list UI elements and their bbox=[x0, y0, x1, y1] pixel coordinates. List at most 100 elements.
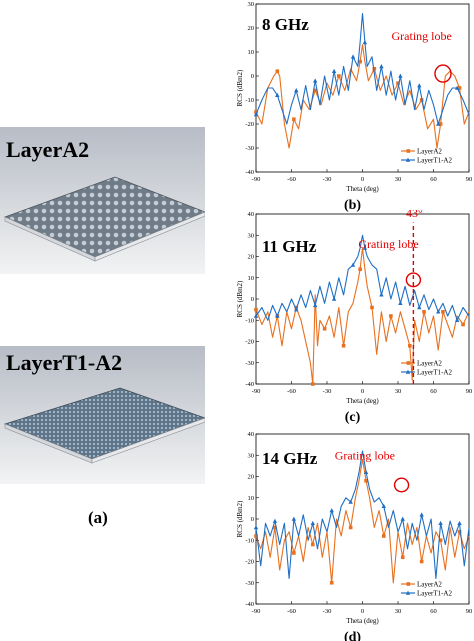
chart2-point-layert1-a2 bbox=[329, 508, 334, 513]
chart0-legend-marker bbox=[405, 157, 411, 162]
chart2-xtick-label: 30 bbox=[395, 608, 402, 615]
chart2-point-layera2 bbox=[382, 534, 386, 538]
chart0-xtick-label: -90 bbox=[252, 176, 261, 183]
chart0-legend-label: LayerA2 bbox=[417, 148, 442, 156]
chart0-y-axis-label: RCS (dBm2) bbox=[236, 69, 244, 106]
chart0-point-layera2 bbox=[254, 110, 258, 114]
chart0-point-layert1-a2 bbox=[454, 85, 460, 90]
chart2-point-layert1-a2 bbox=[438, 520, 443, 526]
chart1-point-layert1-a2 bbox=[454, 317, 460, 323]
chart2-grating-lobe-ellipse bbox=[393, 477, 410, 493]
chart0-point-layert1-a2 bbox=[379, 64, 384, 69]
chart1-point-layera2 bbox=[441, 309, 445, 314]
chart0-point-layera2 bbox=[275, 69, 280, 73]
chart2-panel-label: (d) bbox=[344, 630, 361, 641]
chart1-point-layert1-a2 bbox=[417, 305, 422, 310]
chart1-point-layera2 bbox=[311, 382, 315, 386]
chart0-point-layera2 bbox=[358, 59, 362, 64]
chart0-xtick-label: 90 bbox=[466, 176, 473, 183]
chart0-xtick-label: 60 bbox=[430, 176, 437, 183]
chart0-plot-frame bbox=[255, 3, 470, 173]
panel-label-a: (a) bbox=[88, 508, 108, 527]
model-image-layera2: LayerA2 bbox=[0, 127, 205, 274]
chart0-xtick-label: -30 bbox=[323, 176, 332, 183]
chart1-ytick-label: -30 bbox=[245, 360, 254, 367]
chart0-ytick-label: 30 bbox=[248, 1, 255, 8]
chart1-point-layert1-a2 bbox=[253, 313, 259, 318]
chart1-point-layert1-a2 bbox=[379, 292, 384, 297]
chart0-legend-marker bbox=[406, 149, 411, 153]
model-image-layert1-a2: LayerT1-A2 bbox=[0, 346, 205, 484]
chart1-legend-marker bbox=[405, 369, 411, 374]
chart1-legend-label: LayerT1-A2 bbox=[417, 369, 452, 377]
chart2-xtick-label: -60 bbox=[287, 608, 296, 615]
chart0-point-layert1-a2 bbox=[331, 68, 337, 73]
chart2-ytick-label: -40 bbox=[245, 601, 254, 608]
chart2-point-layert1-a2 bbox=[400, 516, 405, 521]
chart1-xtick-label: 0 bbox=[361, 388, 364, 395]
chart1-point-layert1-a2 bbox=[350, 262, 356, 267]
chart2-point-layert1-a2 bbox=[310, 520, 315, 526]
chart0-ytick-label: -40 bbox=[245, 169, 254, 176]
chart0-point-layert1-a2 bbox=[398, 73, 403, 78]
chart1-xtick-label: -30 bbox=[323, 388, 332, 395]
chart0-legend-label: LayerT1-A2 bbox=[417, 157, 452, 165]
chart1-xtick-label: 60 bbox=[430, 388, 437, 395]
chart1-point-layert1-a2 bbox=[294, 307, 299, 312]
chart2-point-layera2 bbox=[348, 525, 353, 530]
chart-14ghz: -90 -60 -30 0 30 60 90 -40 -30 -20 -10 0 10 20 30 40 The… bbox=[236, 431, 473, 641]
chart0-xtick-label: 0 bbox=[361, 176, 364, 183]
chart2-point-layera2 bbox=[438, 538, 443, 543]
chart2-point-layert1-a2 bbox=[348, 499, 353, 504]
chart2-grating-lobe-label: Grating lobe bbox=[335, 449, 395, 463]
chart0-title: 8 GHz bbox=[262, 15, 309, 34]
chart1-angle-marker-label: 43° bbox=[406, 210, 423, 220]
model-label-layert1-a2: LayerT1-A2 bbox=[6, 350, 123, 375]
chart2-legend-marker bbox=[405, 590, 411, 595]
chart1-title: 11 GHz bbox=[262, 237, 317, 256]
chart1-legend-label: LayerA2 bbox=[417, 360, 442, 368]
chart2-title: 14 GHz bbox=[262, 449, 318, 468]
chart1-ytick-label: 40 bbox=[248, 211, 255, 218]
chart0-point-layera2 bbox=[396, 81, 400, 85]
chart0-xtick-label: -60 bbox=[287, 176, 296, 183]
chart0-point-layert1-a2 bbox=[275, 92, 280, 97]
chart1-x-axis-label: Theta (deg) bbox=[346, 397, 379, 405]
chart0-point-layert1-a2 bbox=[362, 40, 368, 45]
chart1-ytick-label: -20 bbox=[245, 339, 254, 346]
chart2-xtick-label: -90 bbox=[252, 608, 261, 615]
chart2-xtick-label: 90 bbox=[466, 608, 473, 615]
chart2-ytick-label: 0 bbox=[251, 516, 254, 523]
chart1-point-layera2 bbox=[422, 309, 426, 314]
chart2-xtick-label: -30 bbox=[323, 608, 332, 615]
chart1-xtick-label: 30 bbox=[395, 388, 402, 395]
chart0-point-layera2 bbox=[372, 67, 377, 71]
chart2-ytick-label: -20 bbox=[245, 559, 254, 566]
chart0-point-layert1-a2 bbox=[436, 121, 441, 126]
chart0-ytick-label: -20 bbox=[245, 121, 254, 128]
chart0-ytick-label: 20 bbox=[248, 25, 255, 32]
chart1-ytick-label: 0 bbox=[251, 296, 254, 303]
chart2-point-layert1-a2 bbox=[457, 520, 462, 526]
chart1-point-layert1-a2 bbox=[362, 245, 368, 250]
model-label-layera2: LayerA2 bbox=[6, 137, 90, 162]
layert1-a2-plate-graphic bbox=[3, 387, 205, 464]
chart0-point-layert1-a2 bbox=[350, 54, 356, 59]
chart0-ytick-label: -10 bbox=[245, 97, 254, 104]
layera2-plate-graphic bbox=[3, 176, 205, 262]
chart2-ytick-label: -10 bbox=[245, 537, 254, 544]
chart-11ghz: -90 -60 -30 0 30 60 90 -40 -30 -20 -10 0 10 20 30 40 The… bbox=[236, 210, 472, 425]
chart2-point-layert1-a2 bbox=[419, 512, 424, 517]
chart1-panel-label: (c) bbox=[345, 410, 361, 425]
chart1-point-layera2 bbox=[389, 314, 393, 318]
chart2-ytick-label: -30 bbox=[245, 580, 254, 587]
chart1-xtick-label: -60 bbox=[287, 388, 296, 395]
chart1-point-layera2 bbox=[370, 305, 374, 310]
chart1-grating-lobe-ellipse bbox=[405, 272, 422, 288]
chart1-point-layera2 bbox=[358, 267, 362, 272]
chart1-point-layert1-a2 bbox=[331, 296, 337, 301]
chart1-y-axis-label: RCS (dBm2) bbox=[236, 280, 244, 317]
chart2-point-layera2 bbox=[311, 542, 315, 547]
chart0-ytick-label: -30 bbox=[245, 145, 254, 152]
chart1-series-line-layert1-a2 bbox=[255, 234, 470, 321]
